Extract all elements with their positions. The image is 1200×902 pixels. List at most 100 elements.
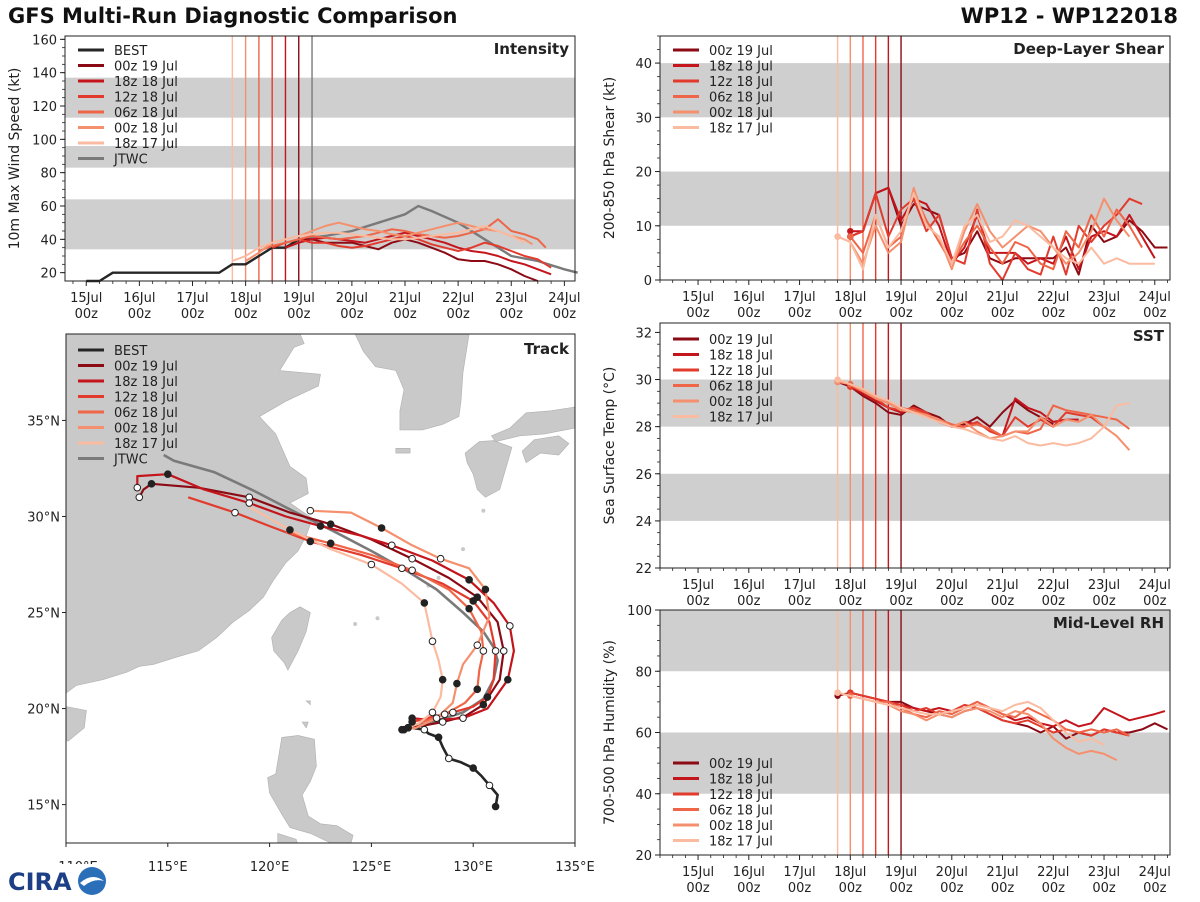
x-tick-label: 00z	[500, 307, 524, 322]
panel-title: Mid-Level RH	[1053, 614, 1164, 632]
legend-label: 00z 19 Jul	[114, 60, 178, 75]
track-position-marker	[377, 524, 386, 532]
x-tick-label: 00z	[839, 594, 863, 609]
y-axis-label: 10m Max Wind Speed (kt)	[7, 68, 23, 250]
track-position-marker	[473, 685, 482, 694]
x-tick-label: 00z	[737, 594, 761, 609]
x-tick-label: 15Jul	[682, 865, 714, 880]
x-tick-label: 00z	[1143, 306, 1167, 321]
track-position-marker	[306, 506, 315, 515]
track-06z-18-Jul	[285, 530, 485, 729]
y-axis-label: 700-500 hPa Humidity (%)	[602, 640, 618, 825]
lat-tick-label: 25°N	[27, 607, 60, 622]
legend-label: 12z 18 Jul	[709, 75, 773, 90]
x-tick-label: 19Jul	[885, 290, 917, 305]
y-tick-label: 100	[627, 604, 652, 619]
x-tick-label: 21Jul	[986, 290, 1018, 305]
legend-label: 06z 18 Jul	[114, 406, 178, 421]
lon-tick-label: 125°E	[352, 860, 392, 875]
legend-label: 06z 18 Jul	[114, 106, 178, 121]
legend-label: 00z 18 Jul	[114, 422, 178, 437]
y-tick-label: 80	[635, 665, 652, 680]
x-tick-label: 00z	[1042, 306, 1066, 321]
legend-label: 12z 18 Jul	[114, 391, 178, 406]
x-tick-label: 20Jul	[336, 291, 368, 306]
x-tick-label: 00z	[234, 307, 258, 322]
x-tick-label: 00z	[1092, 594, 1116, 609]
track-position-marker	[436, 554, 445, 563]
track-position-marker	[469, 764, 478, 772]
legend-label: 00z 18 Jul	[709, 819, 773, 834]
legend-label: 18z 18 Jul	[709, 773, 773, 788]
track-position-marker	[506, 622, 514, 630]
x-tick-label: 00z	[340, 307, 364, 322]
series-18z-17-Jul	[837, 691, 1105, 746]
track-position-marker	[465, 576, 473, 584]
lon-tick-label: 135°E	[555, 860, 595, 875]
y-tick-label: 40	[635, 788, 652, 803]
x-tick-label: 18Jul	[834, 578, 866, 593]
track-position-marker	[465, 604, 473, 613]
china-landmass	[66, 334, 321, 694]
y-tick-label: 10	[635, 220, 652, 235]
legend-label: 12z 18 Jul	[709, 788, 773, 803]
y-tick-label: 30	[635, 374, 652, 389]
panel-title: Deep-Layer Shear	[1013, 40, 1164, 58]
x-tick-label: 00z	[1042, 881, 1066, 896]
x-tick-label: 00z	[940, 881, 964, 896]
x-tick-label: 16Jul	[733, 865, 765, 880]
track-position-marker	[438, 675, 447, 684]
track-position-marker	[133, 483, 142, 492]
y-tick-label: 60	[635, 727, 652, 742]
x-tick-label: 00z	[889, 594, 913, 609]
honshu	[491, 406, 575, 442]
ryukyu-island	[375, 616, 380, 621]
x-tick-label: 23Jul	[1088, 290, 1120, 305]
x-tick-label: 22Jul	[442, 291, 474, 306]
x-tick-label: 00z	[737, 306, 761, 321]
track-00z-18-Jul	[310, 509, 491, 731]
series-start-point	[847, 228, 854, 235]
track-position-marker	[491, 647, 500, 655]
x-tick-label: 22Jul	[1037, 865, 1069, 880]
x-tick-label: 00z	[991, 881, 1015, 896]
y-tick-label: 20	[40, 267, 57, 282]
panel-title: Intensity	[494, 40, 570, 58]
x-tick-label: 00z	[991, 306, 1015, 321]
x-tick-label: 21Jul	[986, 578, 1018, 593]
track-position-marker	[479, 647, 488, 655]
series-JTWC	[298, 204, 578, 274]
korea-landmass	[354, 334, 470, 431]
track-position-marker	[408, 554, 416, 563]
x-tick-label: 17Jul	[783, 290, 815, 305]
x-tick-label: 16Jul	[733, 290, 765, 305]
track-position-marker	[491, 802, 500, 811]
x-tick-label: 00z	[737, 881, 761, 896]
x-tick-label: 00z	[1092, 881, 1116, 896]
x-tick-label: 19Jul	[283, 291, 315, 306]
legend-label: 06z 18 Jul	[709, 91, 773, 106]
x-tick-label: 18Jul	[834, 865, 866, 880]
x-tick-label: 00z	[1092, 306, 1116, 321]
series-18z-17-Jul	[231, 225, 525, 262]
shaded-band	[660, 473, 1170, 521]
y-tick-label: 22	[635, 562, 652, 577]
lat-tick-label: 20°N	[27, 703, 60, 718]
track-position-marker	[326, 520, 335, 528]
track-position-marker	[420, 599, 429, 607]
y-tick-label: 20	[635, 166, 652, 181]
hainan	[66, 706, 87, 742]
shaded-band	[660, 732, 1170, 794]
legend-label: 18z 18 Jul	[114, 75, 178, 90]
track-position-marker	[231, 508, 239, 517]
cira-logo-text: CIRA	[8, 868, 72, 896]
legend-label: 00z 19 Jul	[709, 44, 773, 59]
ryukyu-island	[481, 508, 486, 513]
track-position-marker	[469, 597, 478, 605]
track-position-marker	[504, 675, 512, 684]
x-tick-label: 00z	[889, 306, 913, 321]
